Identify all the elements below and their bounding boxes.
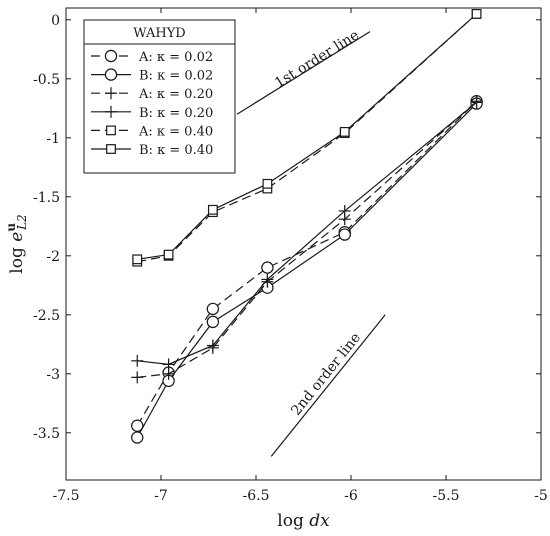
marker-plus	[131, 354, 144, 367]
x-axis-title: log dx	[277, 511, 330, 531]
marker-plus	[131, 371, 144, 384]
legend-entry: B: κ = 0.40	[91, 143, 213, 158]
y-tick-label: -1.5	[33, 190, 60, 206]
y-tick-label: -3.5	[33, 426, 60, 442]
marker-square	[132, 254, 143, 265]
x-tick-label: -6	[344, 488, 358, 504]
marker-plus	[261, 273, 274, 286]
marker-circle	[338, 228, 351, 241]
marker-circle	[206, 315, 220, 329]
legend-label: A: κ = 0.20	[138, 87, 213, 102]
legend-label: A: κ = 0.02	[138, 50, 213, 65]
legend: WAHYD A: κ = 0.02 B: κ = 0.02 A: κ = 0.20 B:…	[83, 19, 236, 174]
x-tick-label: -5	[534, 488, 548, 504]
marker-plus	[338, 204, 351, 217]
legend-entry: A: κ = 0.40	[91, 124, 213, 139]
marker-square	[207, 204, 218, 215]
x-tick-label: -7	[154, 488, 168, 504]
series-line	[136, 103, 478, 438]
marker-plus	[206, 339, 219, 352]
series	[132, 9, 482, 265]
y-tick-label: 0	[51, 13, 60, 29]
series-group	[131, 9, 483, 444]
series-line	[136, 100, 478, 427]
reference-line	[270, 314, 386, 457]
marker-circle	[206, 302, 220, 316]
legend-label: B: κ = 0.20	[139, 106, 213, 121]
series	[131, 96, 483, 371]
marker-square	[106, 144, 116, 154]
series-line	[137, 100, 477, 378]
marker-square	[471, 9, 482, 19]
legend-entry: A: κ = 0.02	[91, 49, 213, 65]
y-tick-label: -1	[46, 131, 60, 147]
marker-plus	[470, 96, 483, 109]
y-tick-label: -0.5	[33, 72, 60, 88]
legend-entry: B: κ = 0.02	[91, 68, 213, 84]
y-tick-label: -2.5	[33, 308, 60, 324]
marker-square	[163, 249, 174, 260]
x-tick-label: -6.5	[243, 488, 270, 504]
marker-square	[262, 178, 273, 189]
y-tick-label: -3	[46, 367, 60, 383]
legend-entry: B: κ = 0.20	[91, 105, 213, 121]
y-tick-label: -2	[46, 249, 60, 265]
legend-title: WAHYD	[133, 26, 185, 41]
reference-line	[236, 31, 371, 115]
marker-circle	[104, 49, 118, 63]
legend-label: B: κ = 0.40	[139, 143, 213, 158]
marker-square	[339, 126, 350, 137]
marker-plus	[105, 87, 117, 100]
legend-label: A: κ = 0.40	[138, 124, 213, 139]
marker-square	[106, 125, 116, 136]
marker-circle	[131, 431, 144, 444]
marker-plus	[105, 105, 117, 118]
x-tick-label: -7.5	[53, 488, 80, 504]
x-tick-label: -5.5	[433, 488, 460, 504]
series-line	[137, 13, 477, 260]
marker-plus	[162, 358, 175, 371]
legend-entry: A: κ = 0.20	[91, 87, 213, 102]
legend-label: B: κ = 0.02	[139, 69, 213, 84]
marker-circle	[104, 68, 118, 81]
marker-circle	[261, 261, 274, 274]
y-axis-title: log euL2	[4, 214, 29, 273]
